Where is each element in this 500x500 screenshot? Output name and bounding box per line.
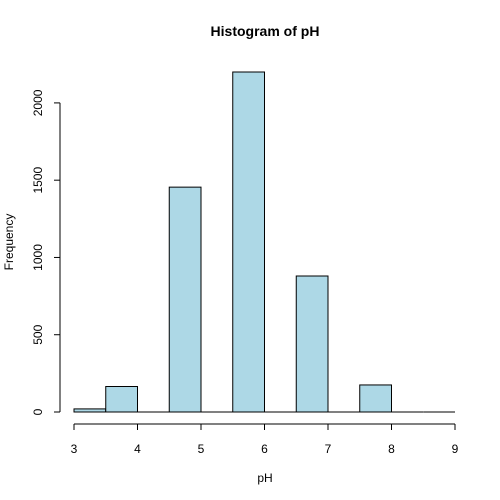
x-tick-label-2: 5 (198, 442, 205, 456)
y-tick-label-2: 1000 (31, 244, 45, 271)
x-tick-label-4: 7 (325, 442, 332, 456)
histogram-bar-5 (232, 71, 265, 413)
y-tick-label-1: 500 (31, 324, 45, 344)
x-tick-label-1: 4 (134, 442, 141, 456)
x-tick-label-0: 3 (71, 442, 78, 456)
histogram-bar-3 (168, 186, 202, 413)
y-axis: 0 500 1000 1500 2000 (31, 89, 61, 415)
x-tick-label-6: 9 (452, 442, 459, 456)
histogram-bar-1 (105, 386, 138, 413)
x-tick-label-3: 6 (261, 442, 268, 456)
y-tick-label-3: 1500 (31, 167, 45, 194)
x-axis-label: pH (257, 471, 272, 485)
x-axis: 3 4 5 6 7 8 9 (71, 423, 459, 456)
y-tick-label-0: 0 (31, 408, 45, 415)
x-tick-label-5: 8 (388, 442, 395, 456)
bars-group (73, 71, 455, 413)
histogram-bar-7 (295, 275, 329, 413)
y-axis-label: Frequency (2, 214, 16, 271)
chart-title: Histogram of pH (211, 23, 320, 39)
histogram-bar-0 (73, 408, 107, 413)
y-tick-label-4: 2000 (31, 89, 45, 116)
histogram-bar-9 (359, 384, 392, 413)
